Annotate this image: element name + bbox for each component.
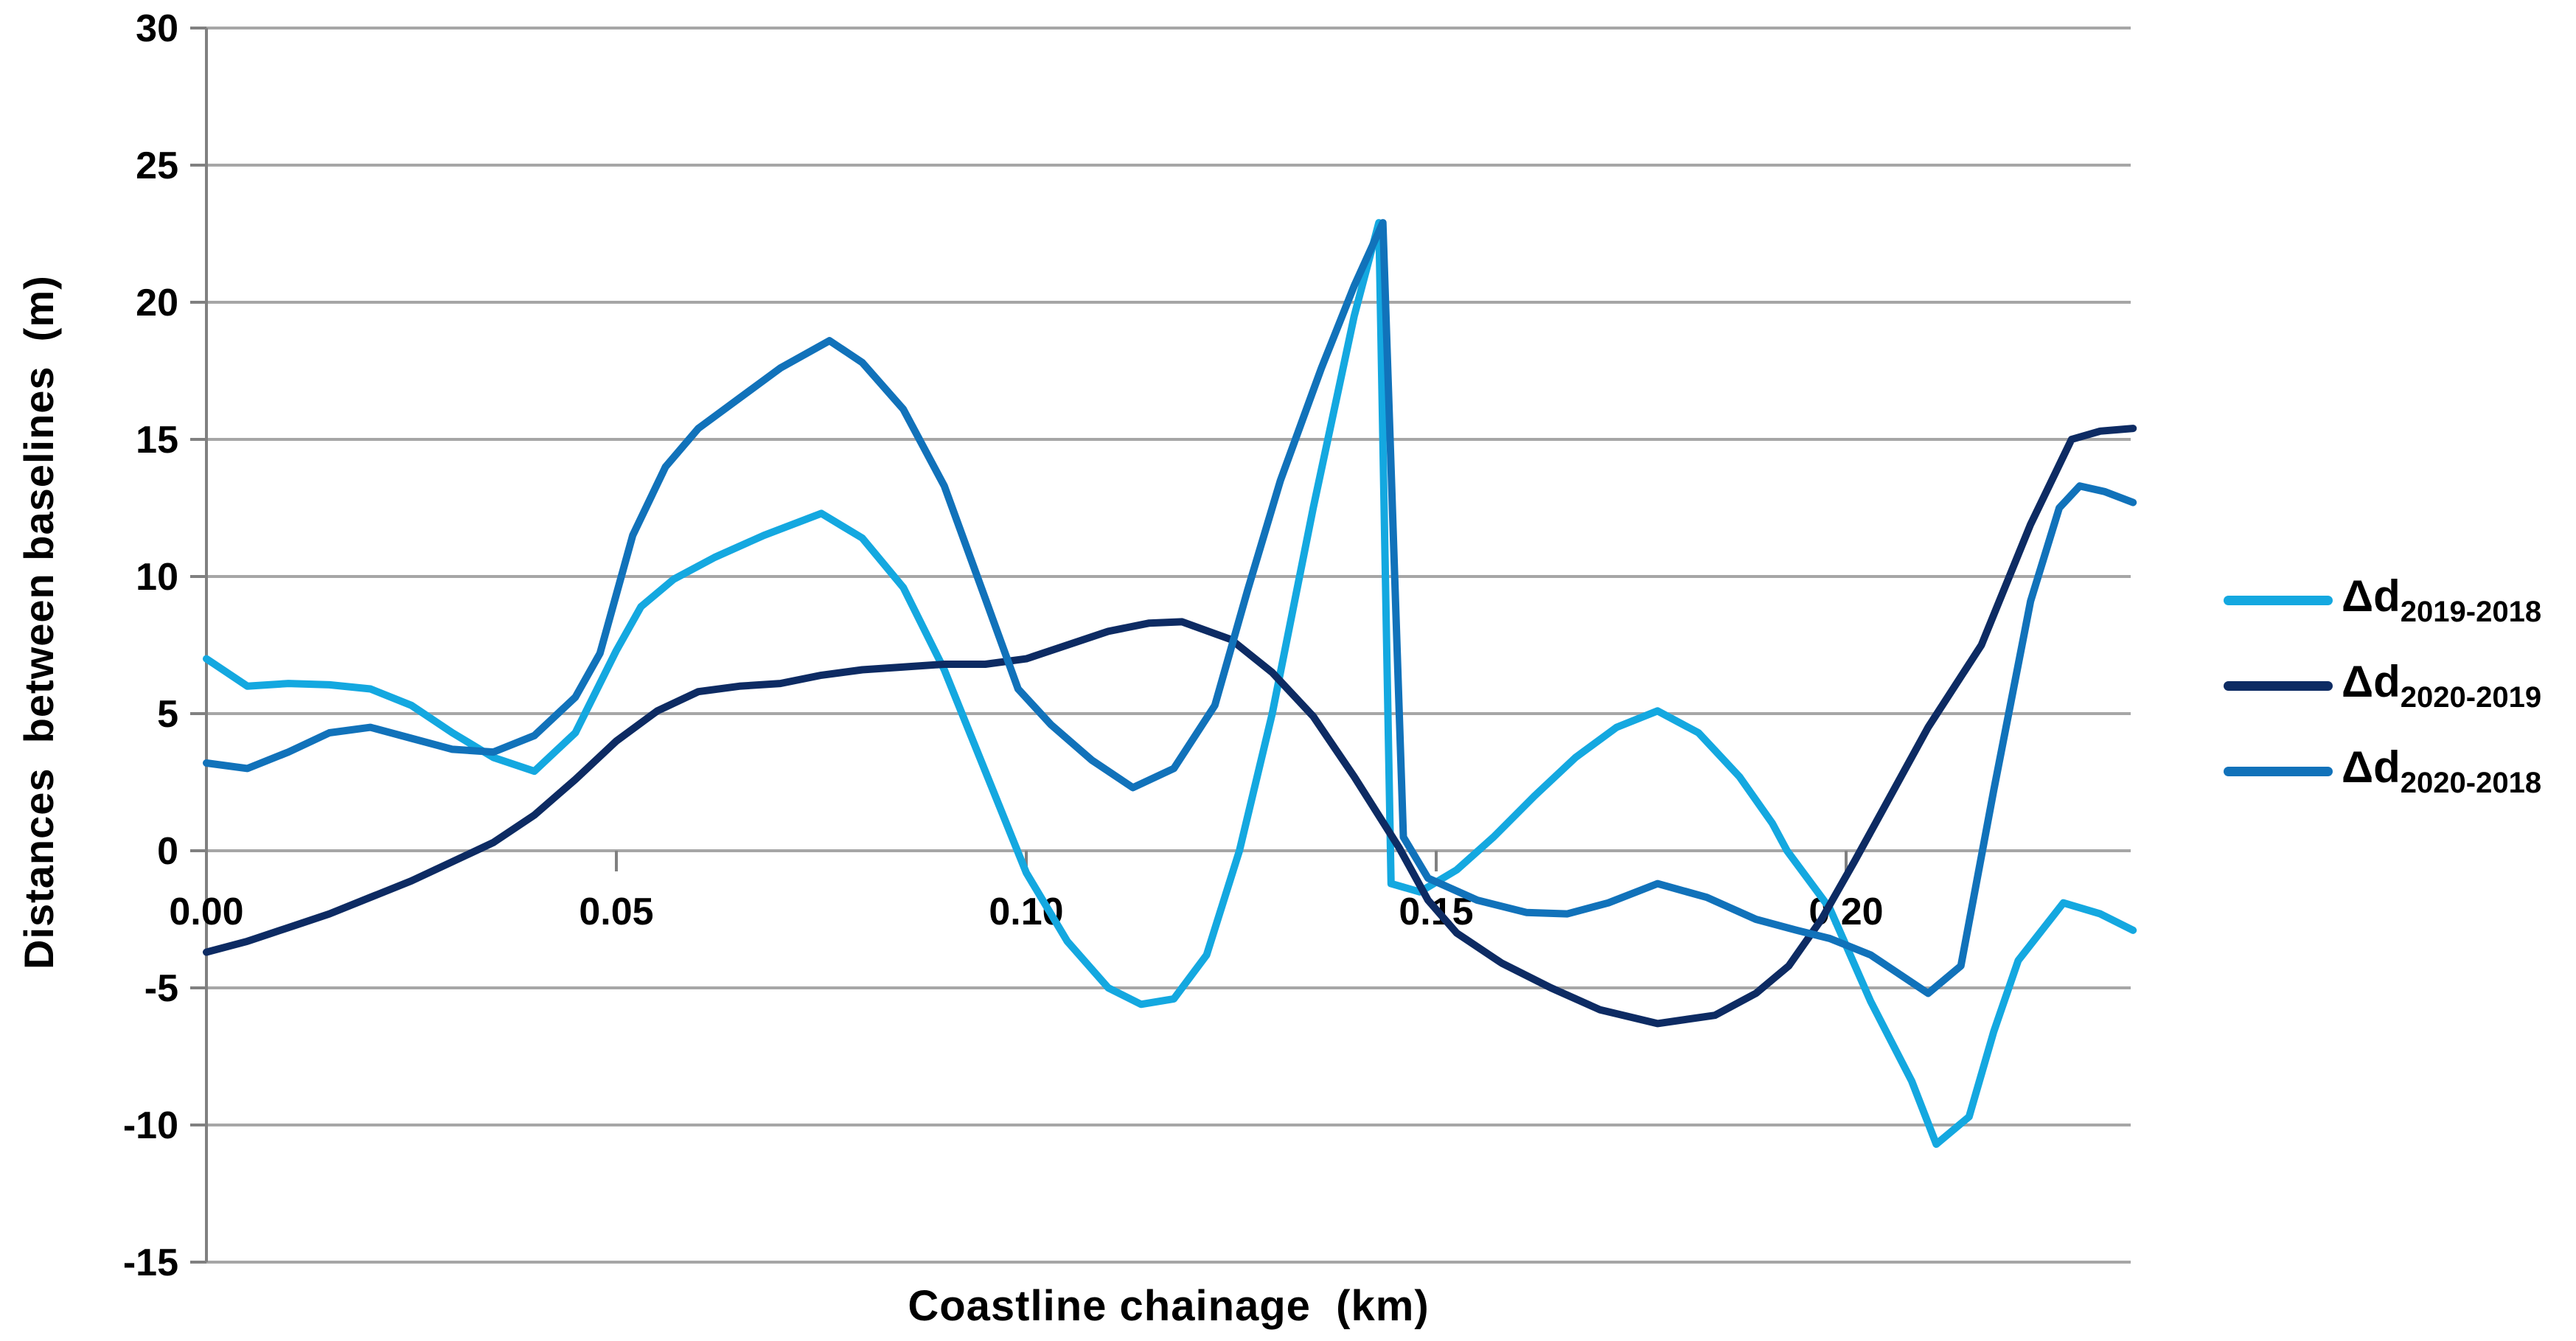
y-tick-label: -15 [123, 1241, 178, 1284]
legend-line-swatch [2224, 680, 2333, 691]
legend-entry-d2019-2018: Δd2019-2018 [2224, 557, 2576, 643]
x-axis-title: Coastline chainage (km) [908, 1282, 1430, 1330]
y-tick-label: 5 [157, 693, 178, 736]
series-line-d2020-2019 [203, 425, 2137, 1028]
legend-line-swatch [2224, 766, 2333, 776]
legend-line-swatch [2224, 595, 2333, 605]
legend-entry-d2020-2019: Δd2020-2019 [2224, 643, 2576, 728]
x-tick-label: 0.00 [169, 891, 243, 933]
y-tick-label: 25 [136, 144, 178, 187]
series-line-d2019-2018 [203, 219, 2137, 1148]
y-tick-label: 15 [136, 419, 178, 461]
x-tick-label: 0.05 [579, 891, 653, 933]
y-tick-label: 10 [136, 556, 178, 599]
y-axis-title: Distances between baselines (m) [15, 275, 62, 969]
legend: Δd2019-2018 Δd2020-2019 Δd2020-2018 [2224, 557, 2576, 814]
legend-label: Δd2020-2019 [2342, 656, 2542, 714]
y-tick-label: 0 [157, 830, 178, 873]
y-tick-label: -5 [145, 967, 178, 1010]
y-tick-label: 30 [136, 7, 178, 50]
legend-label: Δd2020-2018 [2342, 742, 2542, 799]
legend-entry-d2020-2018: Δd2020-2018 [2224, 728, 2576, 814]
y-tick-label: 20 [136, 282, 178, 324]
series-line-d2020-2018 [203, 219, 2137, 997]
y-tick-label: -10 [123, 1104, 178, 1147]
legend-label: Δd2019-2018 [2342, 571, 2542, 628]
